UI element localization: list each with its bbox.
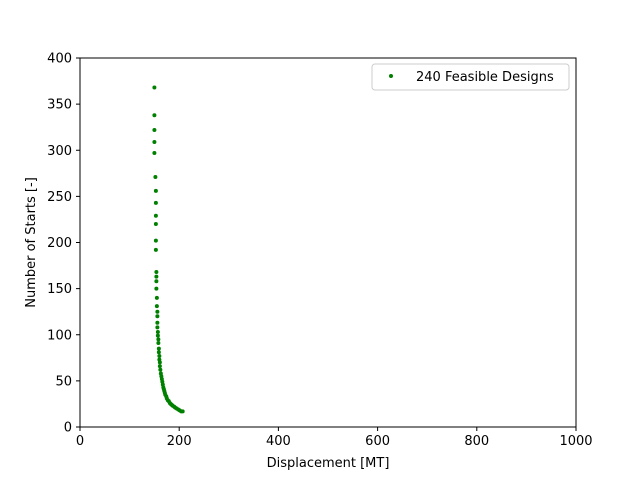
legend: 240 Feasible Designs <box>371 63 570 91</box>
legend-label: 240 Feasible Designs <box>416 70 554 85</box>
data-point <box>180 409 185 414</box>
y-tick-label: 300 <box>47 144 72 159</box>
data-point <box>156 341 161 346</box>
data-point <box>154 286 159 291</box>
data-point <box>153 222 158 227</box>
plot-area <box>79 57 577 428</box>
data-point <box>153 238 158 243</box>
data-point <box>157 360 162 365</box>
data-point <box>153 247 158 252</box>
y-tick-label: 0 <box>64 421 72 436</box>
data-point <box>155 333 160 338</box>
y-axis: 0 50 100 150 200 250 300 350 400 <box>47 52 80 436</box>
data-point <box>152 127 157 132</box>
y-tick-label: 150 <box>47 282 72 297</box>
data-point <box>157 364 162 369</box>
data-point <box>155 309 160 314</box>
data-point <box>155 325 160 330</box>
data-point <box>155 314 160 319</box>
x-tick-label: 1000 <box>559 434 592 449</box>
x-tick-label: 800 <box>464 434 489 449</box>
data-point <box>158 367 163 372</box>
legend-box <box>371 63 570 91</box>
data-point <box>156 350 161 355</box>
data-point <box>152 113 157 118</box>
y-tick-label: 200 <box>47 236 72 251</box>
x-tick-label: 200 <box>167 434 192 449</box>
data-point <box>155 329 160 334</box>
x-tick-label: 600 <box>365 434 390 449</box>
x-tick-label: 400 <box>266 434 291 449</box>
data-point <box>154 274 159 279</box>
y-tick-label: 250 <box>47 190 72 205</box>
data-point <box>152 85 157 90</box>
y-tick-label: 400 <box>47 52 72 67</box>
data-point <box>153 188 158 193</box>
data-point <box>152 151 157 156</box>
data-point <box>154 295 159 300</box>
x-axis: 0 200 400 600 800 1000 <box>76 427 593 449</box>
data-point <box>154 270 159 275</box>
x-axis-label: Displacement [MT] <box>267 456 390 471</box>
data-point <box>156 346 161 351</box>
data-point <box>157 353 162 358</box>
y-tick-label: 50 <box>55 374 72 389</box>
data-point <box>154 304 159 309</box>
legend-marker <box>389 74 393 78</box>
y-tick-label: 100 <box>47 328 72 343</box>
data-point <box>153 213 158 218</box>
data-point <box>152 139 157 144</box>
data-point <box>155 320 160 325</box>
data-point <box>156 337 161 342</box>
y-axis-label: Number of Starts [-] <box>24 177 39 308</box>
data-point <box>153 175 158 180</box>
y-tick-label: 350 <box>47 98 72 113</box>
data-points <box>152 85 185 414</box>
data-point <box>153 200 158 205</box>
data-point <box>154 279 159 284</box>
x-tick-label: 0 <box>76 434 84 449</box>
